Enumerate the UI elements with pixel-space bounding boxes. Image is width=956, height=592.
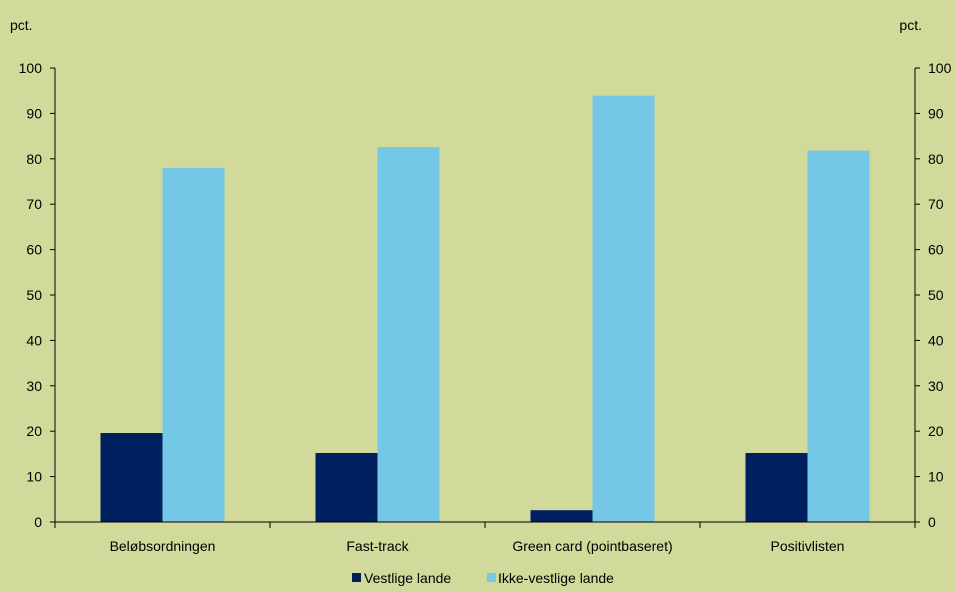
legend-swatch-vestlige [352,573,361,582]
bar-vestlige-1 [315,452,378,522]
left-y-tick-label: 90 [26,105,42,121]
legend-swatch-ikke-vestlige [487,573,496,582]
bar-ikke-vestlige-1 [377,146,440,522]
left-y-tick-label: 10 [26,469,42,485]
left-y-tick-label: 70 [26,196,42,212]
left-y-tick-label: 80 [26,151,42,167]
bar-ikke-vestlige-3 [807,150,870,523]
right-y-tick-label: 70 [928,196,944,212]
left-y-tick-label: 20 [26,423,42,439]
right-y-tick-label: 30 [928,378,944,394]
right-y-tick-label: 0 [928,514,936,530]
right-y-tick-label: 60 [928,242,944,258]
bar-vestlige-0 [100,433,163,522]
left-axis-unit: pct. [10,17,33,33]
right-y-tick-label: 90 [928,105,944,121]
right-axis-unit: pct. [899,17,922,33]
x-tick-label: Beløbsordningen [110,538,216,554]
left-y-tick-label: 0 [34,514,42,530]
right-y-tick-label: 40 [928,332,944,348]
right-y-tick-label: 10 [928,469,944,485]
right-y-tick-label: 20 [928,423,944,439]
left-y-tick-label: 30 [26,378,42,394]
x-tick-label: Fast-track [346,538,409,554]
right-y-tick-label: 100 [928,60,952,76]
legend-label-ikke-vestlige: Ikke-vestlige lande [498,570,614,586]
left-y-tick-label: 40 [26,332,42,348]
legend: Vestlige lande Ikke-vestlige lande [352,570,614,586]
right-y-tick-label: 50 [928,287,944,303]
right-y-tick-label: 80 [928,151,944,167]
bar-vestlige-2 [530,510,593,522]
x-tick-label: Positivlisten [771,538,845,554]
plot-area: 0 0 10 10 20 20 30 30 40 40 50 50 60 60 70 70 80 80 90 90 10… [19,60,952,554]
left-y-tick-label: 60 [26,242,42,258]
legend-label-vestlige: Vestlige lande [364,570,451,586]
bar-vestlige-3 [745,452,808,522]
bar-ikke-vestlige-0 [162,167,225,522]
x-tick-label: Green card (pointbaseret) [512,538,672,554]
bar-ikke-vestlige-2 [592,95,655,522]
left-y-tick-label: 50 [26,287,42,303]
left-y-tick-label: 100 [19,60,43,76]
